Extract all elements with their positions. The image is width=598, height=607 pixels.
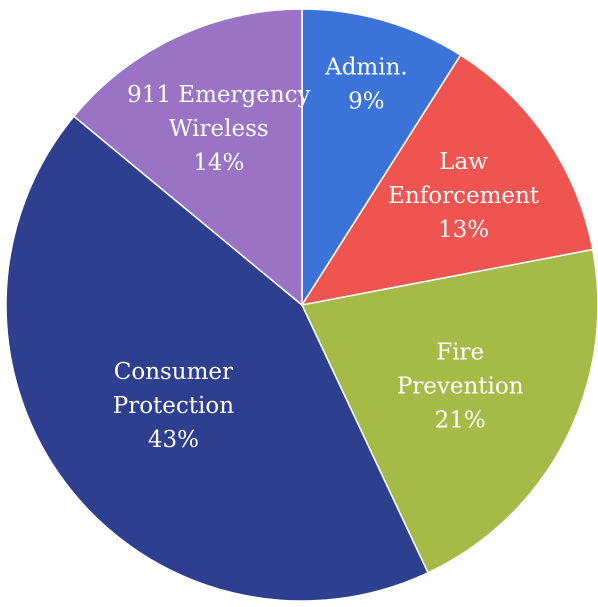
pie-slice-admin [301,8,462,308]
slice-label-line: Prevention [397,374,524,400]
pie-slice-consumer-protection [5,115,430,602]
slice-label-911-emergency-wireless: 911 Emergency Wireless 14% [127,82,310,176]
pie-slices [5,8,598,602]
slice-label-line: 43% [148,427,199,453]
slice-label-line: Consumer [114,359,233,385]
slice-label-consumer-protection: Consumer Protection 43% [113,359,234,453]
slice-label-line: 13% [438,217,489,243]
slice-label-line: 911 Emergency [127,82,310,108]
slice-label-line: 21% [435,408,486,434]
slice-label-line: Fire [436,340,484,366]
slice-label-line: 14% [193,150,244,176]
pie-labels: Admin. 9% Law Enforcement 13% Fire Prevention 2… [113,54,540,453]
slice-label-admin: Admin. 9% [324,54,408,114]
slice-label-line: Admin. [324,54,408,80]
slice-label-line: 9% [348,88,385,114]
slice-label-line: Wireless [169,116,269,142]
pie-slice-911-emergency-wireless [72,8,303,307]
slice-label-line: Enforcement [388,183,540,209]
slice-label-law-enforcement: Law Enforcement 13% [388,149,540,243]
slice-label-line: Protection [113,393,234,419]
slice-label-fire-prevention: Fire Prevention 21% [397,340,524,434]
pie-slice-law-enforcement [300,54,594,307]
slice-label-line: Law [439,149,488,175]
